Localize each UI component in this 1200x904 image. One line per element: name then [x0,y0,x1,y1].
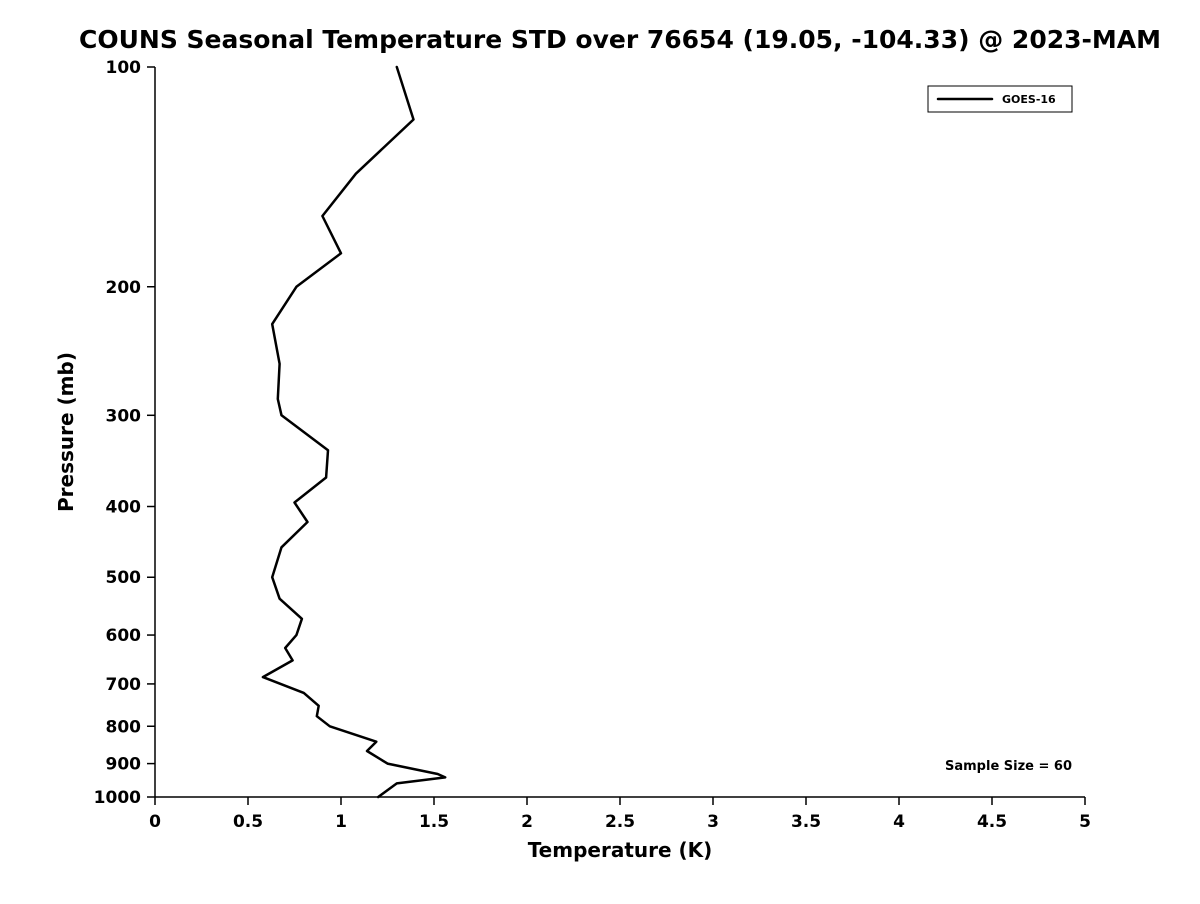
y-tick-label: 1000 [94,788,141,808]
x-tick-label: 1 [335,812,347,832]
x-tick-label: 3 [707,812,719,832]
x-tick-label: 5 [1079,812,1091,832]
y-tick-label: 400 [106,498,142,518]
y-tick-label: 200 [106,278,142,298]
legend: GOES-16 [927,85,1073,113]
plot-area: 0 0.5 1 1.5 2 2.5 3 3.5 4 4.5 5 100 200 300 400 500 600 7… [94,58,1091,832]
x-tick-label: 0 [149,812,161,832]
x-axis-label: Temperature (K) [528,838,713,862]
legend-label: GOES-16 [1002,93,1056,106]
y-tick-label: 800 [106,717,142,737]
y-tick-label: 900 [106,755,142,775]
y-tick-label: 500 [106,568,142,588]
x-tick-label: 0.5 [233,812,263,832]
x-tick-label: 4 [893,812,905,832]
series-line-goes-16 [261,65,447,799]
x-tick-label: 4.5 [977,812,1007,832]
y-tick-label: 700 [106,675,142,695]
y-axis-label: Pressure (mb) [54,352,78,512]
x-tick-label: 1.5 [419,812,449,832]
y-tick-label: 100 [106,58,142,78]
x-tick-label: 2 [521,812,533,832]
x-tick-label: 2.5 [605,812,635,832]
y-tick-label: 600 [106,626,142,646]
chart-title: COUNS Seasonal Temperature STD over 7665… [79,25,1161,54]
y-tick-label: 300 [106,406,142,426]
x-tick-label: 3.5 [791,812,821,832]
annotation-sample-size: Sample Size = 60 [945,759,1072,774]
